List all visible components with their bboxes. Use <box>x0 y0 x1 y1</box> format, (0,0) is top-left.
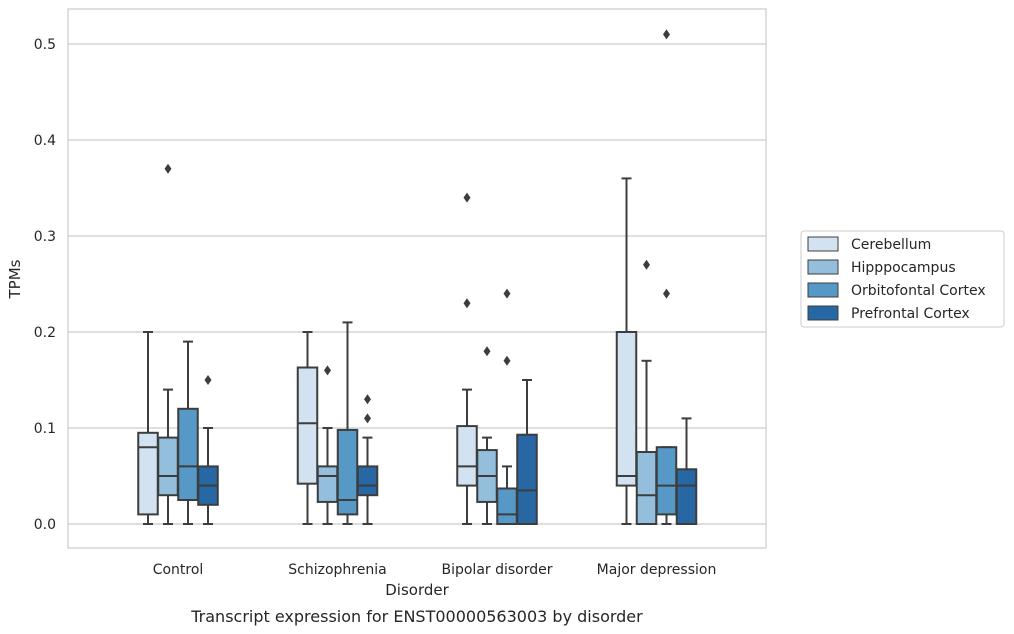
legend-label: Orbitofontal Cortex <box>851 283 986 299</box>
box-plot <box>675 417 698 525</box>
box <box>137 431 159 516</box>
box <box>316 465 339 503</box>
outlier-point <box>643 259 650 270</box>
box <box>296 366 319 485</box>
y-tick-labels: 0.0 0.1 0.2 0.3 0.4 0.5 <box>34 37 56 533</box>
legend-swatch <box>807 236 839 252</box>
outlier-point <box>663 288 670 299</box>
x-tick-label: Major depression <box>597 562 717 578</box>
legend-swatch <box>807 305 839 321</box>
box <box>177 407 199 501</box>
box <box>336 428 359 516</box>
box-plot <box>177 340 199 525</box>
box-plot <box>316 365 339 525</box>
box <box>516 433 538 525</box>
outlier-point <box>364 413 371 424</box>
box <box>675 468 698 525</box>
x-tick-labels: Control Schizophrenia Bipolar disorder Majo… <box>153 562 717 578</box>
outlier-point <box>463 192 471 203</box>
y-tick-label: 0.4 <box>34 133 56 149</box>
legend-label: Cerebellum <box>851 237 931 253</box>
chart-caption: Transcript expression for ENST0000056300… <box>190 607 643 626</box>
legend: Cerebellum Hipppocampus Orbitofontal Corte… <box>800 230 1005 328</box>
box-plot <box>516 379 538 525</box>
box <box>496 487 518 526</box>
box <box>615 331 638 487</box>
box-plot <box>655 29 678 525</box>
outlier-point <box>503 355 511 366</box>
legend-frame <box>800 230 1005 328</box>
x-axis-title: Disorder <box>385 581 449 599</box>
x-tick-label: Schizophrenia <box>288 562 386 578</box>
box-plot <box>296 331 319 525</box>
box-groups <box>137 29 698 526</box>
box-plot <box>137 331 159 525</box>
y-tick-label: 0.1 <box>34 421 56 437</box>
box <box>157 436 179 497</box>
box-plot <box>476 346 498 525</box>
outlier-point <box>483 346 491 357</box>
legend-swatch <box>807 259 839 275</box>
outlier-point <box>503 288 511 299</box>
y-tick-label: 0.0 <box>34 517 56 533</box>
outlier-point <box>463 298 471 309</box>
box <box>356 465 379 497</box>
box-plot <box>197 375 219 525</box>
outlier-point <box>324 365 331 376</box>
y-tick-label: 0.5 <box>34 37 56 53</box>
x-tick-label: Bipolar disorder <box>441 562 552 578</box>
outlier-point <box>663 29 670 40</box>
y-tick-label: 0.2 <box>34 325 56 341</box>
box-plot <box>496 288 518 526</box>
legend-swatch <box>807 282 839 298</box>
y-tick-label: 0.3 <box>34 229 56 245</box>
x-tick-label: Control <box>153 562 204 578</box>
legend-label: Prefrontal Cortex <box>851 306 970 322</box>
box-plot <box>356 394 379 525</box>
outlier-point <box>204 375 212 385</box>
box <box>456 425 478 487</box>
outlier-point <box>364 394 371 405</box>
box <box>655 446 678 516</box>
legend-label: Hipppocampus <box>851 260 956 276</box>
y-axis-title: TPMs <box>6 259 24 299</box>
box-plot <box>615 177 638 525</box>
outlier-point <box>164 163 172 174</box>
plot-frame <box>67 8 767 549</box>
box <box>635 451 658 525</box>
